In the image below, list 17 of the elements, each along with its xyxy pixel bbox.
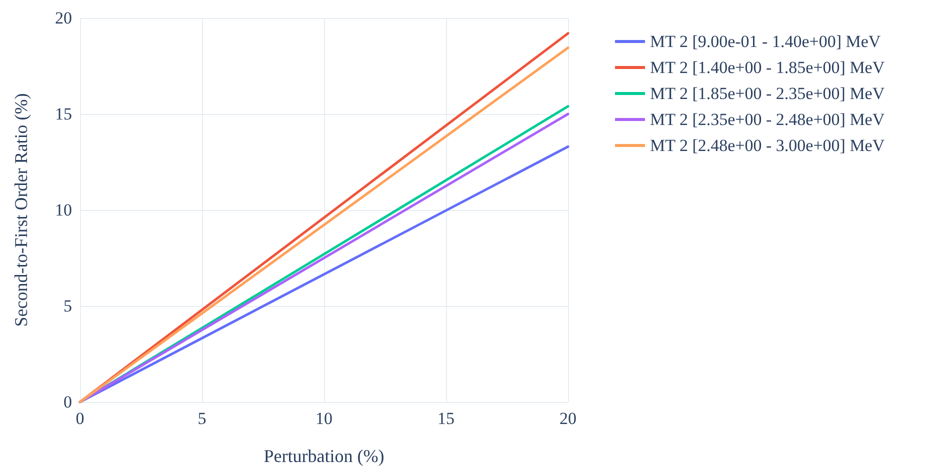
y-tick-label: 20 <box>55 8 72 28</box>
y-tick-label: 0 <box>64 392 72 412</box>
legend-label: MT 2 [1.40e+00 - 1.85e+00] MeV <box>650 58 886 77</box>
legend-label: MT 2 [2.48e+00 - 3.00e+00] MeV <box>650 136 886 155</box>
x-axis-title: Perturbation (%) <box>264 446 384 466</box>
x-tick-label: 5 <box>198 409 206 428</box>
x-tick-label: 10 <box>316 409 332 428</box>
y-tick-label: 10 <box>55 200 72 220</box>
x-tick-label: 20 <box>560 409 576 428</box>
x-tick-label: 15 <box>438 409 454 428</box>
legend-label: MT 2 [1.85e+00 - 2.35e+00] MeV <box>650 84 886 103</box>
legend-label: MT 2 [9.00e-01 - 1.40e+00] MeV <box>650 32 882 51</box>
y-tick-label: 5 <box>64 296 72 316</box>
legend-label: MT 2 [2.35e+00 - 2.48e+00] MeV <box>650 110 886 129</box>
y-axis-title: Second-to-First Order Ratio (%) <box>11 93 31 327</box>
x-tick-label: 0 <box>76 409 84 428</box>
y-tick-label: 15 <box>55 104 72 124</box>
